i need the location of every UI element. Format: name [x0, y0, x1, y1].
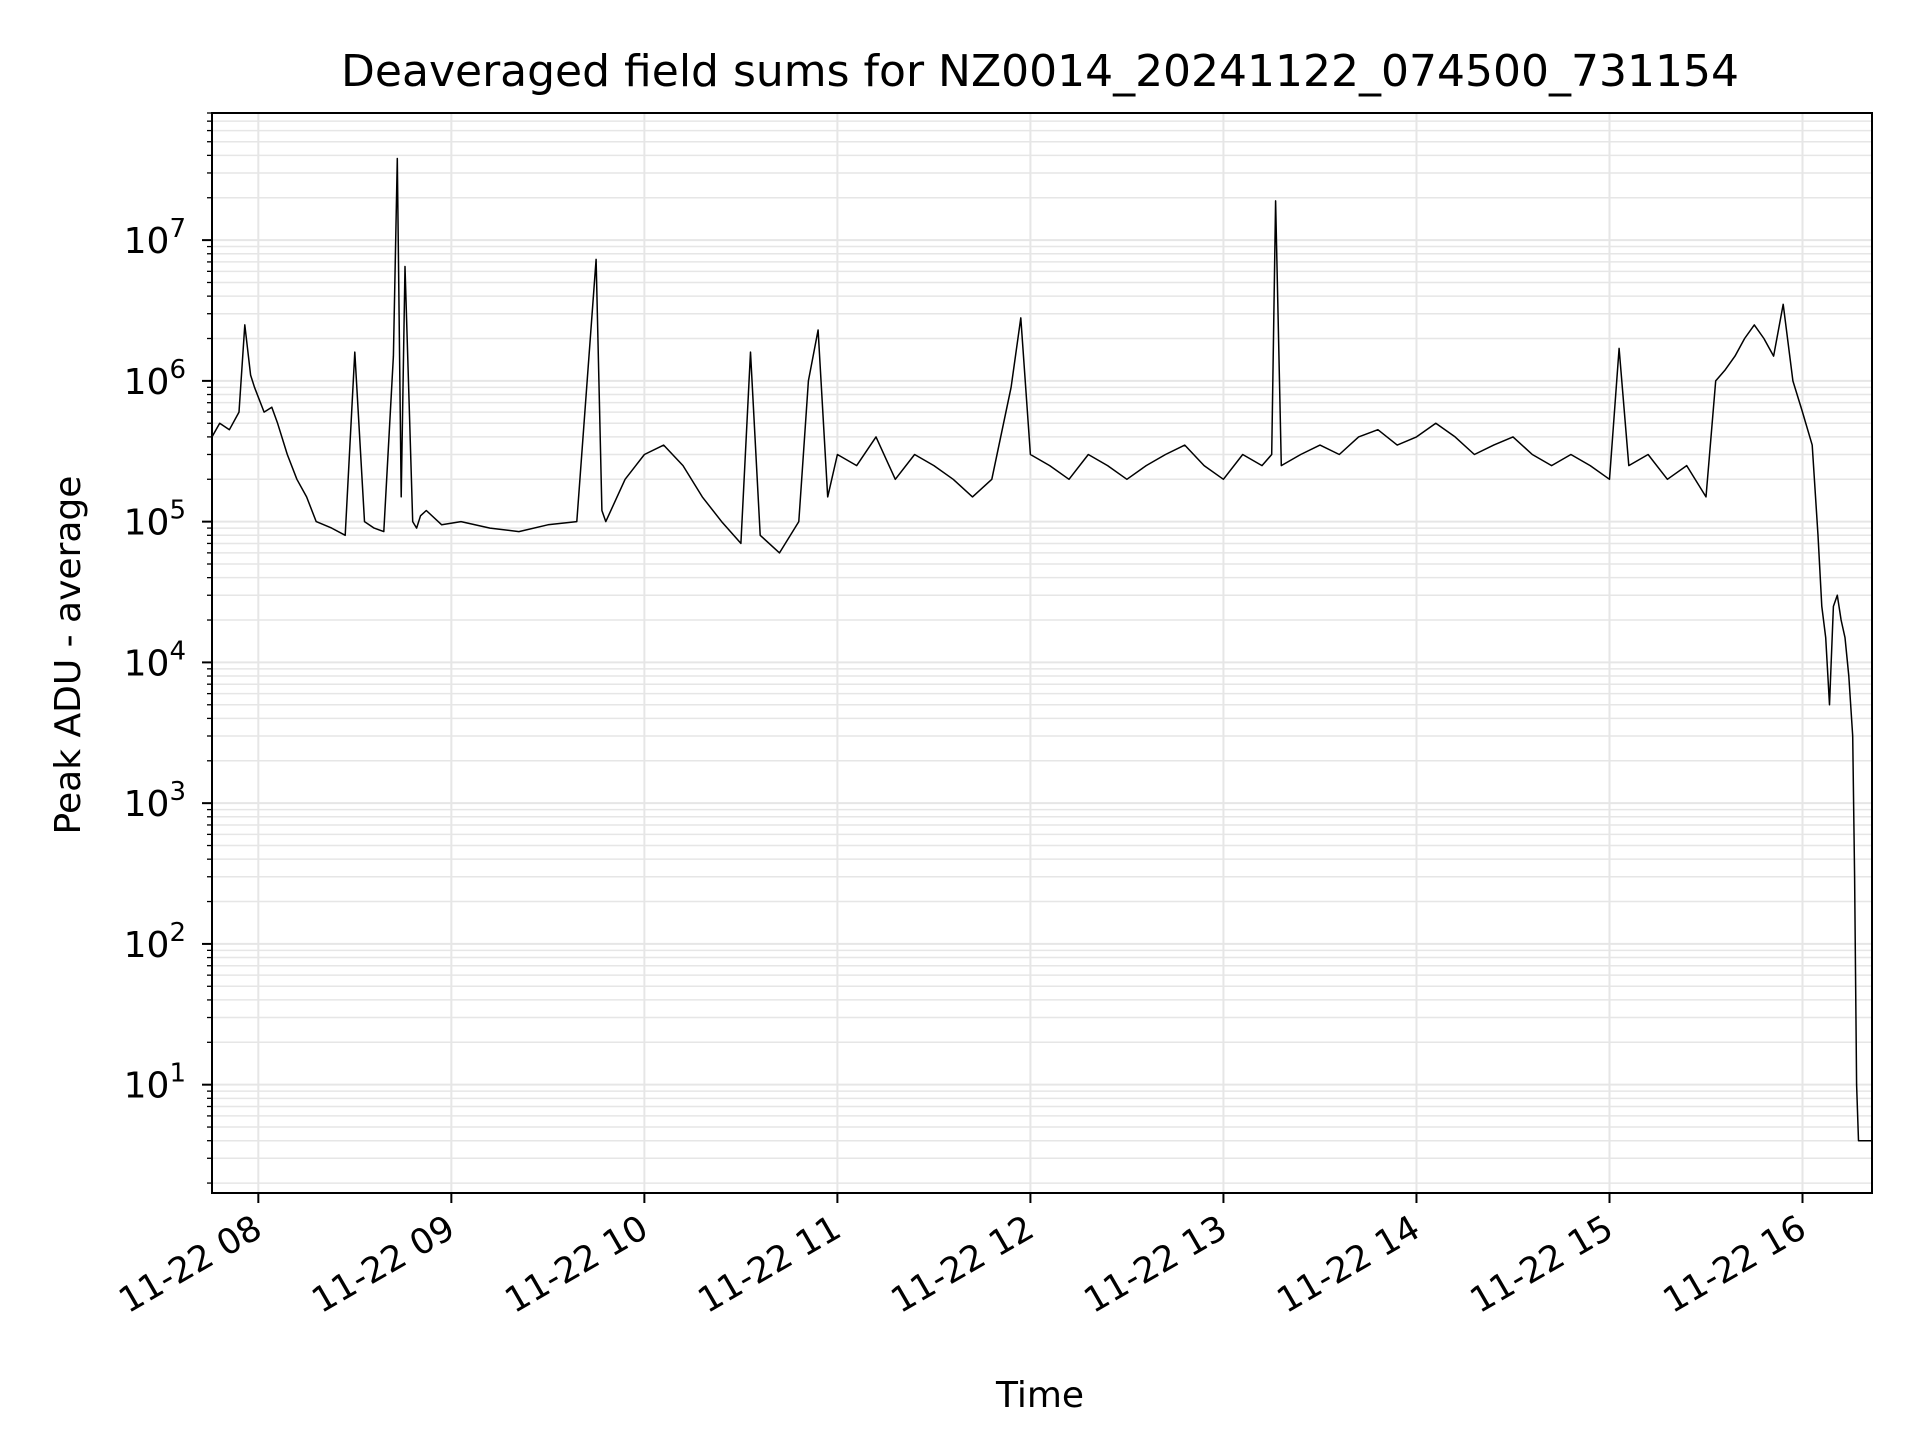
x-tick-label: 11-22 08 — [113, 1208, 269, 1321]
grid-lines — [212, 112, 1872, 1193]
chart-title: Deaveraged field sums for NZ0014_2024112… — [341, 46, 1739, 97]
y-tick-labels: 101 102 103 104 105 106 107 — [124, 214, 186, 1107]
x-tick-labels: 11-22 08 11-22 09 11-22 10 11-22 11 11-22 12… — [113, 1208, 1813, 1321]
tick-marks — [202, 112, 1804, 1203]
series-layer — [211, 157, 1872, 1142]
x-tick-label: 11-22 12 — [885, 1208, 1041, 1321]
y-tick-label: 101 — [124, 1059, 186, 1107]
y-tick-label: 104 — [124, 636, 186, 684]
series-line — [211, 157, 1872, 1142]
x-axis-label: Time — [995, 1375, 1084, 1416]
y-tick-label: 107 — [124, 214, 186, 262]
x-tick-label: 11-22 16 — [1657, 1208, 1813, 1321]
y-tick-label: 105 — [124, 496, 186, 544]
plot-frame — [211, 112, 1873, 1194]
x-tick-label: 11-22 13 — [1078, 1208, 1234, 1321]
y-tick-label: 103 — [124, 777, 186, 825]
x-tick-label: 11-22 10 — [499, 1208, 655, 1321]
y-tick-label: 106 — [124, 355, 186, 403]
x-tick-label: 11-22 09 — [306, 1208, 462, 1321]
x-tick-label: 11-22 11 — [692, 1208, 848, 1321]
y-tick-label: 102 — [124, 918, 186, 966]
x-tick-label: 11-22 14 — [1271, 1208, 1427, 1321]
x-tick-label: 11-22 15 — [1464, 1208, 1620, 1321]
y-axis-label: Peak ADU - average — [48, 476, 89, 835]
